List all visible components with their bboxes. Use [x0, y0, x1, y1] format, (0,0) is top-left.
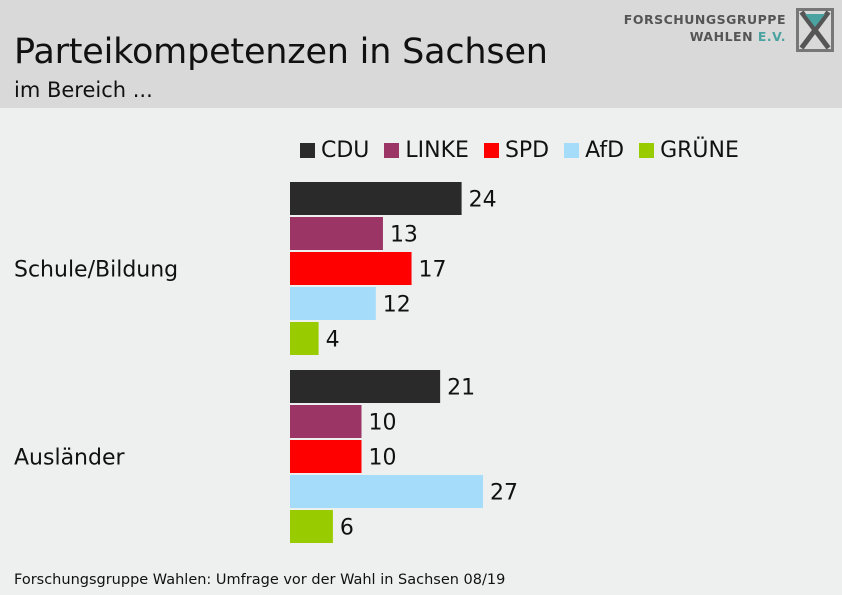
- legend-item: CDU: [300, 138, 369, 163]
- legend-item: LINKE: [384, 138, 469, 163]
- bar-value-label: 4: [326, 328, 340, 353]
- legend-swatch: [300, 142, 315, 158]
- legend-label: AfD: [585, 137, 625, 163]
- bar-grüne: [290, 322, 319, 355]
- chart-title: Parteikompetenzen in Sachsen: [14, 32, 548, 72]
- legend-item: GRÜNE: [639, 138, 739, 163]
- legend-swatch: [639, 142, 655, 158]
- legend-swatch: [483, 142, 499, 158]
- legend-label: CDU: [321, 137, 370, 163]
- bar-afd: [290, 475, 484, 508]
- legend-item: SPD: [483, 137, 550, 163]
- bar-value-label: 17: [419, 258, 447, 283]
- header-band: Parteikompetenzen in Sachsen im Bereich …: [0, 0, 842, 108]
- bar-cdu: [290, 370, 441, 403]
- legend-item: AfD: [564, 138, 624, 163]
- fgw-logo: FORSCHUNGSGRUPPE WAHLEN E.V.: [624, 8, 836, 56]
- bar-value-label: 12: [383, 293, 411, 318]
- bar-value-label: 21: [447, 376, 475, 401]
- logo-text-line2: WAHLEN E.V.: [690, 29, 786, 44]
- bar-spd: [290, 440, 362, 473]
- ballot-cross-icon: [796, 8, 834, 52]
- bar-value-label: 10: [369, 411, 397, 436]
- bar-value-label: 6: [340, 516, 354, 541]
- bar-linke: [290, 217, 383, 250]
- legend-swatch: [384, 142, 400, 158]
- bar-value-label: 10: [369, 446, 397, 471]
- bar-value-label: 24: [469, 188, 497, 213]
- category-label: Ausländer: [14, 446, 125, 471]
- logo-text-ev: E.V.: [757, 29, 786, 44]
- logo-text-wahlen: WAHLEN: [689, 29, 754, 44]
- legend-label: LINKE: [405, 137, 469, 163]
- bar-grüne: [290, 510, 333, 543]
- bar-linke: [290, 405, 362, 438]
- legend-label: GRÜNE: [660, 137, 739, 163]
- bar-spd: [290, 252, 412, 285]
- legend-label: SPD: [504, 137, 550, 163]
- bar-cdu: [290, 182, 462, 215]
- logo-text-line1: FORSCHUNGSGRUPPE: [623, 12, 786, 27]
- bar-value-label: 13: [390, 223, 418, 248]
- chart-legend: CDU LINKE SPD AfD GRÜNE: [300, 136, 754, 164]
- source-note: Forschungsgruppe Wahlen: Umfrage vor der…: [14, 572, 506, 588]
- bar-afd: [290, 287, 376, 320]
- chart-subtitle: im Bereich ...: [14, 78, 153, 102]
- category-label: Schule/Bildung: [14, 258, 178, 283]
- bar-value-label: 27: [490, 481, 518, 506]
- legend-swatch: [564, 142, 580, 158]
